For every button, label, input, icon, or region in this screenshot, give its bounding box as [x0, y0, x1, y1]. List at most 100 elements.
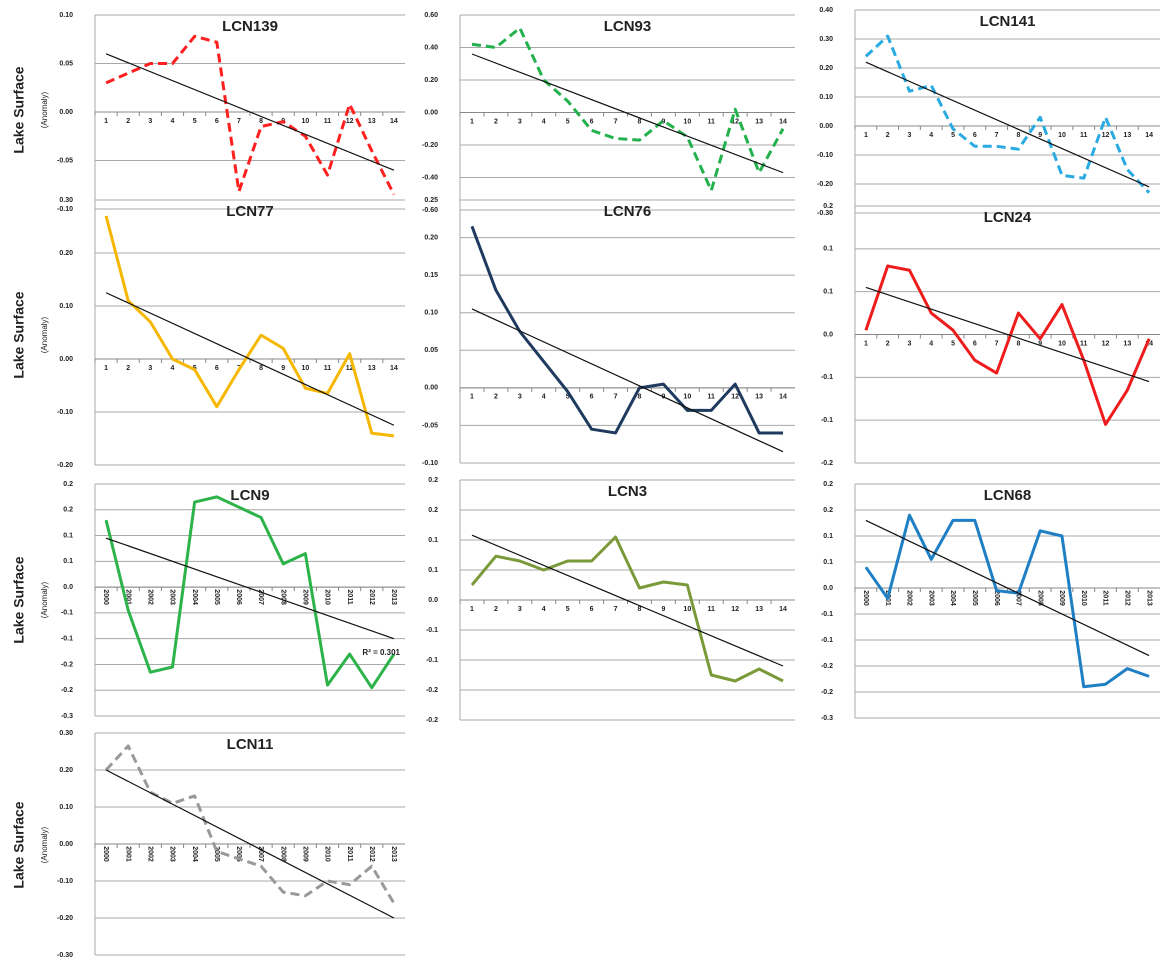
trend-line	[105, 53, 395, 171]
x-tick-label: 2009	[302, 589, 309, 605]
x-tick-label: 6	[215, 118, 219, 125]
x-tick-label: 11	[1080, 340, 1088, 347]
x-tick-label: 2	[494, 118, 498, 125]
y-tick-label: -0.2	[821, 460, 833, 467]
x-tick-label: 9	[661, 118, 665, 125]
x-tick-label: 8	[638, 118, 642, 125]
trend-line	[471, 534, 784, 667]
y-tick-label: 0.10	[424, 310, 438, 317]
y-tick-label: 0.2	[823, 481, 833, 488]
x-tick-label: 3	[908, 340, 912, 347]
x-tick-label: 2008	[1036, 590, 1043, 606]
x-tick-label: 8	[638, 394, 642, 401]
row-sublabel: (Anomaly)	[40, 316, 49, 353]
chart-title: LCN141	[980, 13, 1036, 30]
x-tick-label: 1	[104, 118, 108, 125]
x-tick-label: 11	[708, 394, 716, 401]
x-tick-label: 7	[237, 118, 241, 125]
x-tick-label: 11	[324, 365, 332, 372]
x-tick-label: 2010	[324, 589, 331, 605]
x-tick-label: 10	[1058, 340, 1066, 347]
x-tick-label: 2012	[1123, 590, 1130, 606]
x-tick-label: 2002	[906, 590, 913, 606]
x-tick-label: 10	[301, 118, 309, 125]
x-tick-label: 9	[661, 606, 665, 613]
data-line	[105, 34, 396, 196]
x-tick-label: 3	[148, 365, 152, 372]
row-sublabel: (Anomaly)	[40, 91, 49, 128]
x-tick-label: 5	[951, 340, 955, 347]
x-tick-label: 5	[566, 606, 570, 613]
y-tick-label: 0.40	[819, 7, 833, 14]
y-tick-label: 0.10	[819, 94, 833, 101]
x-tick-label: 2004	[949, 590, 956, 606]
y-tick-label: 0.00	[819, 123, 833, 130]
x-tick-label: 2013	[390, 846, 397, 862]
y-tick-label: -0.1	[821, 417, 833, 424]
x-tick-label: 2	[126, 365, 130, 372]
row-label: Lake Surface	[11, 66, 27, 153]
y-tick-label: 0.0	[428, 597, 438, 604]
x-tick-label: 2007	[257, 589, 264, 605]
x-tick-label: 8	[1016, 340, 1020, 347]
chart-title: LCN77	[226, 203, 274, 220]
x-tick-label: 2003	[169, 846, 176, 862]
y-tick-label: 0.20	[424, 77, 438, 84]
x-tick-label: 13	[1123, 132, 1131, 139]
x-tick-label: 2000	[102, 846, 109, 862]
x-tick-label: 2	[886, 340, 890, 347]
y-tick-label: -0.3	[61, 713, 73, 720]
x-tick-label: 2008	[279, 589, 286, 605]
y-tick-label: -0.1	[61, 636, 73, 643]
x-tick-label: 13	[1123, 340, 1131, 347]
y-tick-label: -0.30	[57, 952, 73, 959]
y-tick-label: -0.1	[821, 611, 833, 618]
x-tick-label: 4	[542, 606, 546, 613]
y-tick-label: 0.10	[59, 804, 73, 811]
y-tick-label: 0.20	[59, 767, 73, 774]
x-tick-label: 14	[1145, 340, 1153, 347]
x-tick-label: 2	[494, 394, 498, 401]
data-line	[471, 26, 785, 192]
y-tick-label: 0.00	[424, 109, 438, 116]
y-tick-label: -0.30	[817, 210, 833, 217]
x-tick-label: 2004	[191, 846, 198, 862]
x-tick-label: 2006	[235, 846, 242, 862]
x-tick-label: 2	[886, 132, 890, 139]
x-tick-label: 14	[779, 394, 787, 401]
x-tick-label: 12	[731, 118, 739, 125]
x-tick-label: 12	[1102, 132, 1110, 139]
x-tick-label: 2009	[302, 846, 309, 862]
x-tick-label: 8	[259, 118, 263, 125]
y-tick-label: 0.0	[63, 584, 73, 591]
x-tick-label: 2006	[993, 590, 1000, 606]
x-tick-label: 14	[779, 118, 787, 125]
x-tick-label: 12	[346, 118, 354, 125]
y-tick-label: -0.10	[57, 206, 73, 213]
y-tick-label: -0.2	[821, 663, 833, 670]
x-tick-label: 3	[518, 394, 522, 401]
x-tick-label: 11	[1080, 132, 1088, 139]
y-tick-label: 0.2	[428, 477, 438, 484]
x-tick-label: 11	[708, 118, 716, 125]
y-tick-label: 0.1	[823, 559, 833, 566]
x-tick-label: 4	[929, 340, 933, 347]
y-tick-label: 0.00	[59, 356, 73, 363]
y-tick-label: -0.20	[817, 181, 833, 188]
data-line	[104, 495, 396, 690]
x-tick-label: 5	[193, 118, 197, 125]
x-tick-label: 2003	[169, 589, 176, 605]
y-tick-label: -0.1	[821, 637, 833, 644]
x-tick-label: 13	[755, 118, 763, 125]
y-tick-label: 0.1	[823, 533, 833, 540]
y-tick-label: 0.1	[823, 289, 833, 296]
y-tick-label: -0.2	[426, 687, 438, 694]
y-tick-label: -0.2	[61, 661, 73, 668]
data-line	[864, 513, 1150, 689]
y-tick-label: 0.10	[59, 303, 73, 310]
x-tick-label: 2013	[390, 589, 397, 605]
y-tick-label: -0.05	[57, 157, 73, 164]
x-tick-label: 5	[566, 394, 570, 401]
x-tick-label: 13	[755, 394, 763, 401]
x-tick-label: 2005	[213, 846, 220, 862]
